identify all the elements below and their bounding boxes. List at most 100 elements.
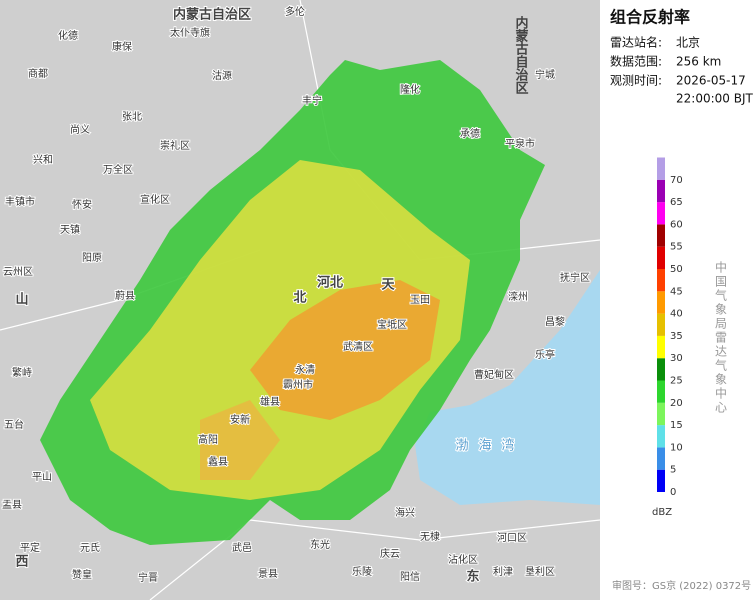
- place-label: 高阳: [198, 433, 218, 446]
- place-label: 山: [15, 292, 28, 308]
- place-label: 万全区: [103, 163, 133, 176]
- station-label: 雷达站名:: [610, 35, 662, 50]
- place-label: 承德: [460, 127, 480, 140]
- legend-tick-label: 15: [670, 420, 683, 431]
- echo-moderate: [90, 160, 470, 500]
- legend-swatch: [657, 469, 665, 492]
- echo-strong: [200, 400, 280, 480]
- range: 256 km: [676, 55, 721, 69]
- sea: [415, 270, 600, 505]
- place-label: 多伦: [285, 5, 305, 18]
- legend-swatch: [657, 402, 665, 426]
- place-label: 宁晋: [138, 571, 158, 584]
- place-label: 怀安: [72, 198, 92, 211]
- place-label: 蠡县: [208, 455, 228, 468]
- place-label: 尚义: [70, 123, 90, 136]
- place-label: 庆云: [380, 547, 400, 560]
- place-label: 河口区: [497, 532, 527, 544]
- place-label: 乐亭: [535, 348, 555, 361]
- place-label: 雄县: [260, 395, 280, 408]
- place-label: 平泉市: [505, 137, 535, 150]
- place-label: 云州区: [3, 266, 33, 278]
- place-label: 蔚县: [115, 290, 135, 302]
- place-label: 丰镇市: [5, 195, 35, 208]
- legend-swatch: [657, 224, 665, 247]
- place-label: 五台: [4, 418, 24, 431]
- sea-label: 渤海湾: [455, 438, 524, 454]
- place-label: 滦州: [508, 290, 528, 303]
- legend-unit: dBZ: [652, 507, 672, 518]
- place-label: 天: [381, 278, 395, 293]
- place-label: 乐陵: [352, 566, 372, 578]
- echo-strong: [250, 280, 440, 420]
- range-label: 数据范围:: [610, 54, 662, 69]
- legend-tick-label: 40: [670, 309, 683, 320]
- legend-tick-label: 50: [670, 264, 683, 275]
- place-label: 曹妃甸区: [474, 368, 514, 381]
- place-label: 武清区: [343, 340, 373, 353]
- legend-swatch: [657, 380, 665, 403]
- place-label: 平定: [20, 541, 40, 554]
- region-label: 内蒙古自治区: [513, 15, 529, 95]
- legend-swatch: [657, 246, 665, 269]
- legend-swatch: [657, 157, 665, 180]
- place-label: 阳信: [400, 571, 420, 583]
- place-label: 抚宁区: [560, 271, 590, 284]
- place-label: 河北: [317, 275, 343, 291]
- legend-tick-label: 45: [670, 286, 683, 297]
- place-label: 张北: [122, 111, 142, 123]
- legend-tick-label: 65: [670, 197, 683, 208]
- time-label: 观测时间:: [610, 74, 662, 88]
- info-panel: [600, 0, 756, 600]
- place-label: 宁城: [535, 68, 555, 81]
- legend-tick-label: 55: [670, 242, 683, 253]
- legend-tick-label: 70: [670, 175, 683, 186]
- place-label: 商都: [28, 67, 48, 80]
- legend-swatch: [657, 269, 665, 292]
- legend-tick-label: 10: [670, 442, 683, 453]
- place-label: 太仆寺旗: [170, 26, 210, 39]
- place-label: 化德: [58, 29, 78, 42]
- legend-swatch: [657, 358, 665, 381]
- panel-title: 组合反射率: [610, 8, 690, 27]
- place-label: 赞皇: [72, 568, 92, 581]
- legend-swatch: [657, 313, 665, 336]
- legend-tick-label: 5: [670, 465, 676, 476]
- date: 2026-05-17: [676, 74, 746, 88]
- time: 22:00:00 BJT: [676, 92, 753, 106]
- legend-tick-label: 20: [670, 398, 683, 409]
- legend-tick-label: 0: [670, 487, 676, 498]
- place-label: 昌黎: [545, 315, 565, 328]
- place-label: 武邑: [232, 541, 252, 554]
- place-label: 隆化: [400, 83, 420, 96]
- place-label: 康保: [112, 40, 132, 53]
- place-label: 霸州市: [283, 378, 313, 391]
- place-label: 宝坻区: [377, 318, 407, 331]
- place-label: 繁峙: [12, 366, 32, 379]
- place-label: 西: [15, 555, 28, 570]
- legend-swatch: [657, 335, 665, 359]
- legend-swatch: [657, 202, 665, 225]
- place-label: 崇礼区: [160, 139, 190, 152]
- place-label: 天镇: [60, 223, 80, 236]
- legend-tick-label: 30: [670, 353, 683, 364]
- legend-tick-label: 25: [670, 376, 683, 387]
- place-label: 安新: [230, 413, 250, 426]
- place-label: 垦利区: [525, 566, 555, 578]
- agency: 中国气象局雷达气象中心: [714, 260, 728, 415]
- place-label: 宣化区: [140, 193, 170, 206]
- place-label: 元氏: [80, 542, 100, 554]
- place-label: 东: [466, 569, 479, 585]
- legend-swatch: [657, 291, 665, 314]
- place-label: 海兴: [395, 506, 415, 519]
- legend-swatch: [657, 425, 665, 448]
- place-label: 内蒙古自治区: [173, 7, 251, 23]
- place-label: 景县: [258, 568, 278, 580]
- place-label: 北: [293, 291, 306, 306]
- place-label: 平山: [32, 471, 52, 483]
- place-label: 无棣: [420, 530, 440, 543]
- place-label: 玉田: [410, 295, 430, 306]
- place-label: 盂县: [2, 499, 22, 511]
- place-label: 丰宁: [302, 94, 322, 107]
